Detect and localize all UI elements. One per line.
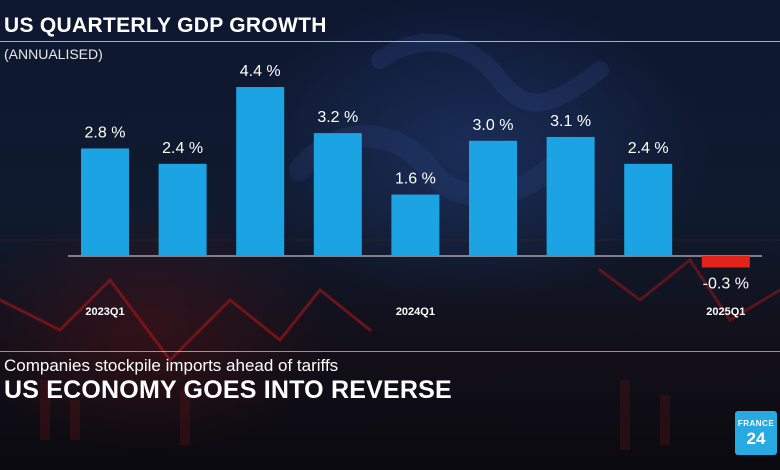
bar-value-label: -0.3 % [703,276,749,293]
bar-value-label: 2.4 % [162,140,203,157]
bar-2023Q4 [313,133,362,256]
bar-2025Q1 [701,256,750,268]
logo-text-24: 24 [746,428,766,448]
title-divider [0,41,780,42]
bar-2024Q1 [391,194,440,256]
bar-value-label: 3.0 % [473,117,514,134]
x-tick-label: 2024Q1 [396,306,435,318]
bar-2024Q3 [546,136,595,256]
chart-subtitle: (ANNUALISED) [4,46,103,62]
bar-2023Q3 [236,87,285,256]
bar-value-label: 3.1 % [550,113,591,130]
bar-2024Q2 [469,140,517,256]
headline-main: US ECONOMY GOES INTO REVERSE [4,376,452,404]
bar-2023Q2 [158,163,207,256]
bar-value-label: 2.4 % [628,140,669,157]
bar-value-label: 3.2 % [317,109,358,126]
bar-2024Q4 [624,163,673,256]
bar-value-label: 1.6 % [395,171,436,188]
headline-divider [0,351,780,352]
x-tick-label: 2023Q1 [85,306,124,318]
logo-text-france: FRANCE [737,418,775,428]
bar-2023Q1 [81,148,129,256]
france24-logo: FRANCE 24 [735,411,777,455]
x-tick-label: 2025Q1 [706,306,745,318]
headline-kicker: Companies stockpile imports ahead of tar… [4,356,339,375]
bar-value-label: 4.4 % [240,63,281,80]
bar-value-label: 2.8 % [85,124,126,141]
chart-title: US QUARTERLY GDP GROWTH [4,14,327,37]
